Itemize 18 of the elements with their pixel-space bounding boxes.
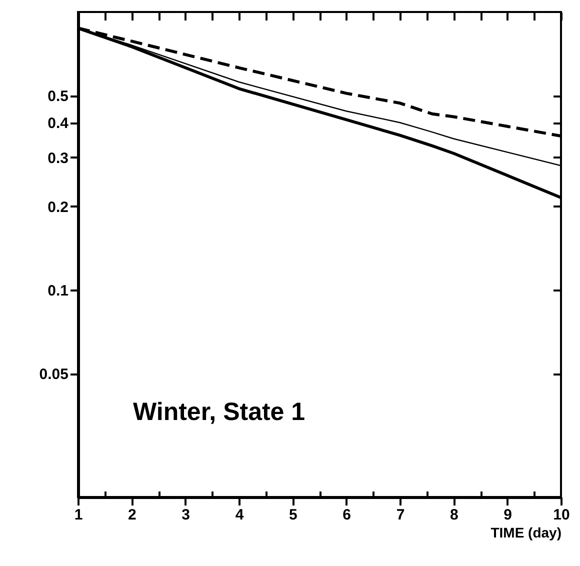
x-tick-label: 2 xyxy=(128,506,136,524)
x-tick-label: 1 xyxy=(74,506,83,524)
y-tick-label: 0.05 xyxy=(39,366,68,384)
x-tick-label: 3 xyxy=(182,506,190,524)
x-tick-label: 6 xyxy=(342,506,352,524)
x-tick-label: 5 xyxy=(288,506,298,524)
y-tick-label: 0.4 xyxy=(48,115,70,132)
y-tick-label: 0.2 xyxy=(48,198,68,216)
y-tick-label: 0.1 xyxy=(48,282,68,300)
x-tick-label: 10 xyxy=(553,506,570,524)
x-axis-title: TIME (day) xyxy=(490,524,562,540)
y-tick-label: 0.3 xyxy=(48,150,68,167)
y-tick-label: 0.5 xyxy=(48,88,68,106)
x-tick-label: 8 xyxy=(450,506,458,524)
x-tick-label: 9 xyxy=(504,506,512,524)
annotation: Winter, State 1 xyxy=(133,398,306,426)
x-tick-label: 7 xyxy=(396,506,405,524)
x-tick-label: 4 xyxy=(235,506,244,524)
